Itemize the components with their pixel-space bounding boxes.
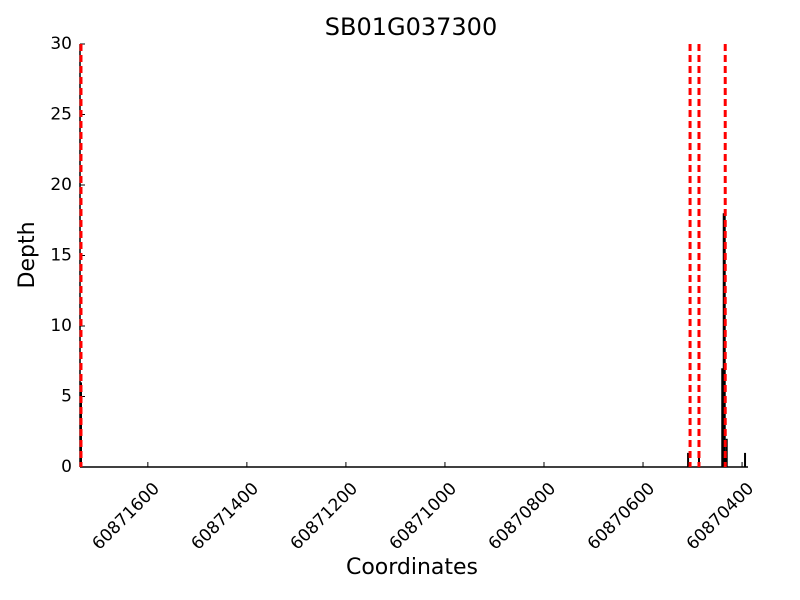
- y-tick-label: 15: [50, 246, 72, 266]
- y-tick-label: 0: [61, 457, 72, 477]
- x-tick-label: 60871400: [188, 479, 263, 554]
- y-tick-label: 5: [61, 387, 72, 407]
- y-tick-label: 20: [50, 175, 72, 195]
- y-tick-label: 30: [50, 34, 72, 54]
- y-axis-label: Depth: [15, 221, 40, 288]
- x-tick-label: 60870800: [485, 479, 560, 554]
- x-axis-label: Coordinates: [346, 555, 478, 580]
- x-tick-label: 60871600: [89, 479, 164, 554]
- x-tick-label: 60871000: [386, 479, 461, 554]
- x-tick-label: 60870600: [584, 479, 659, 554]
- x-tick-label: 60870400: [683, 479, 758, 554]
- y-tick-label: 25: [50, 105, 72, 125]
- x-tick-label: 60871200: [287, 479, 362, 554]
- chart-title: SB01G037300: [325, 13, 497, 41]
- y-tick-label: 10: [50, 316, 72, 336]
